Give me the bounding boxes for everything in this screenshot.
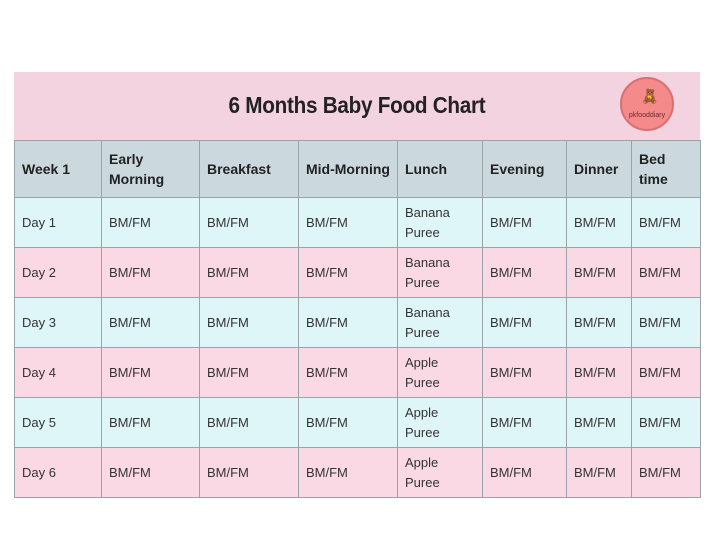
table-cell: Apple Puree	[397, 447, 483, 498]
table-cell: BM/FM	[631, 297, 701, 348]
table-cell: BM/FM	[482, 447, 567, 498]
table-cell: BM/FM	[101, 397, 200, 448]
table-cell: BM/FM	[298, 297, 398, 348]
table-cell: BM/FM	[199, 397, 299, 448]
teddy-bear-icon: 🧸	[641, 88, 659, 104]
column-header: Breakfast	[199, 140, 299, 198]
header-row: Week 1 Early Morning Breakfast Mid-Morning L…	[14, 140, 701, 198]
table-cell: Day 1	[14, 197, 102, 248]
table-cell: BM/FM	[101, 447, 200, 498]
table-cell: BM/FM	[199, 297, 299, 348]
table-cell: BM/FM	[298, 197, 398, 248]
table-cell: BM/FM	[631, 447, 701, 498]
table-cell: Day 3	[14, 297, 102, 348]
table-cell: Day 2	[14, 247, 102, 298]
table-cell: BM/FM	[199, 447, 299, 498]
table-cell: BM/FM	[631, 197, 701, 248]
table-cell: Day 4	[14, 347, 102, 398]
table-cell: BM/FM	[566, 347, 632, 398]
table-cell: BM/FM	[482, 297, 567, 348]
table-cell: BM/FM	[482, 347, 567, 398]
column-header: Early Morning	[101, 140, 200, 198]
table-cell: BM/FM	[101, 297, 200, 348]
table-cell: BM/FM	[566, 297, 632, 348]
table-row: Day 6 BM/FM BM/FM BM/FM Apple Puree BM/FM BM/F…	[14, 447, 701, 498]
table-cell: BM/FM	[101, 247, 200, 298]
table-cell: BM/FM	[101, 197, 200, 248]
table-cell: BM/FM	[199, 247, 299, 298]
table-cell: BM/FM	[199, 197, 299, 248]
table-cell: BM/FM	[566, 397, 632, 448]
table-cell: Banana Puree	[397, 247, 483, 298]
column-header: Evening	[482, 140, 567, 198]
food-chart: 6 Months Baby Food Chart 🧸 pkfooddiary W…	[14, 72, 701, 498]
column-header: Week 1	[14, 140, 102, 198]
column-header: Dinner	[566, 140, 632, 198]
logo: 🧸 pkfooddiary	[620, 77, 674, 131]
table-cell: BM/FM	[631, 347, 701, 398]
column-header: Bed time	[631, 140, 701, 198]
column-header: Mid-Morning	[298, 140, 398, 198]
table-cell: BM/FM	[298, 347, 398, 398]
table-cell: BM/FM	[482, 247, 567, 298]
table-row: Day 5 BM/FM BM/FM BM/FM Apple Puree BM/FM BM/F…	[14, 397, 701, 448]
table-cell: Apple Puree	[397, 347, 483, 398]
table-cell: Apple Puree	[397, 397, 483, 448]
table-cell: BM/FM	[298, 247, 398, 298]
table-row: Day 2 BM/FM BM/FM BM/FM Banana Puree BM/FM BM/…	[14, 247, 701, 298]
table-row: Day 1 BM/FM BM/FM BM/FM Banana Puree BM/FM BM/…	[14, 197, 701, 248]
table-cell: BM/FM	[298, 447, 398, 498]
table-cell: Banana Puree	[397, 297, 483, 348]
schedule-table: Week 1 Early Morning Breakfast Mid-Morning L…	[14, 140, 701, 498]
table-cell: Day 5	[14, 397, 102, 448]
column-header: Lunch	[397, 140, 483, 198]
table-row: Day 4 BM/FM BM/FM BM/FM Apple Puree BM/FM BM/F…	[14, 347, 701, 398]
table-cell: BM/FM	[566, 247, 632, 298]
table-cell: BM/FM	[482, 197, 567, 248]
title-bar: 6 Months Baby Food Chart 🧸 pkfooddiary	[14, 72, 700, 140]
logo-text: pkfooddiary	[628, 112, 666, 119]
table-cell: Banana Puree	[397, 197, 483, 248]
table-cell: BM/FM	[199, 347, 299, 398]
table-cell: BM/FM	[482, 397, 567, 448]
table-cell: BM/FM	[566, 197, 632, 248]
table-cell: BM/FM	[631, 397, 701, 448]
table-cell: BM/FM	[631, 247, 701, 298]
table-row: Day 3 BM/FM BM/FM BM/FM Banana Puree BM/FM BM/…	[14, 297, 701, 348]
table-cell: BM/FM	[101, 347, 200, 398]
table-cell: Day 6	[14, 447, 102, 498]
page-title: 6 Months Baby Food Chart	[228, 92, 486, 118]
table-cell: BM/FM	[566, 447, 632, 498]
table-cell: BM/FM	[298, 397, 398, 448]
